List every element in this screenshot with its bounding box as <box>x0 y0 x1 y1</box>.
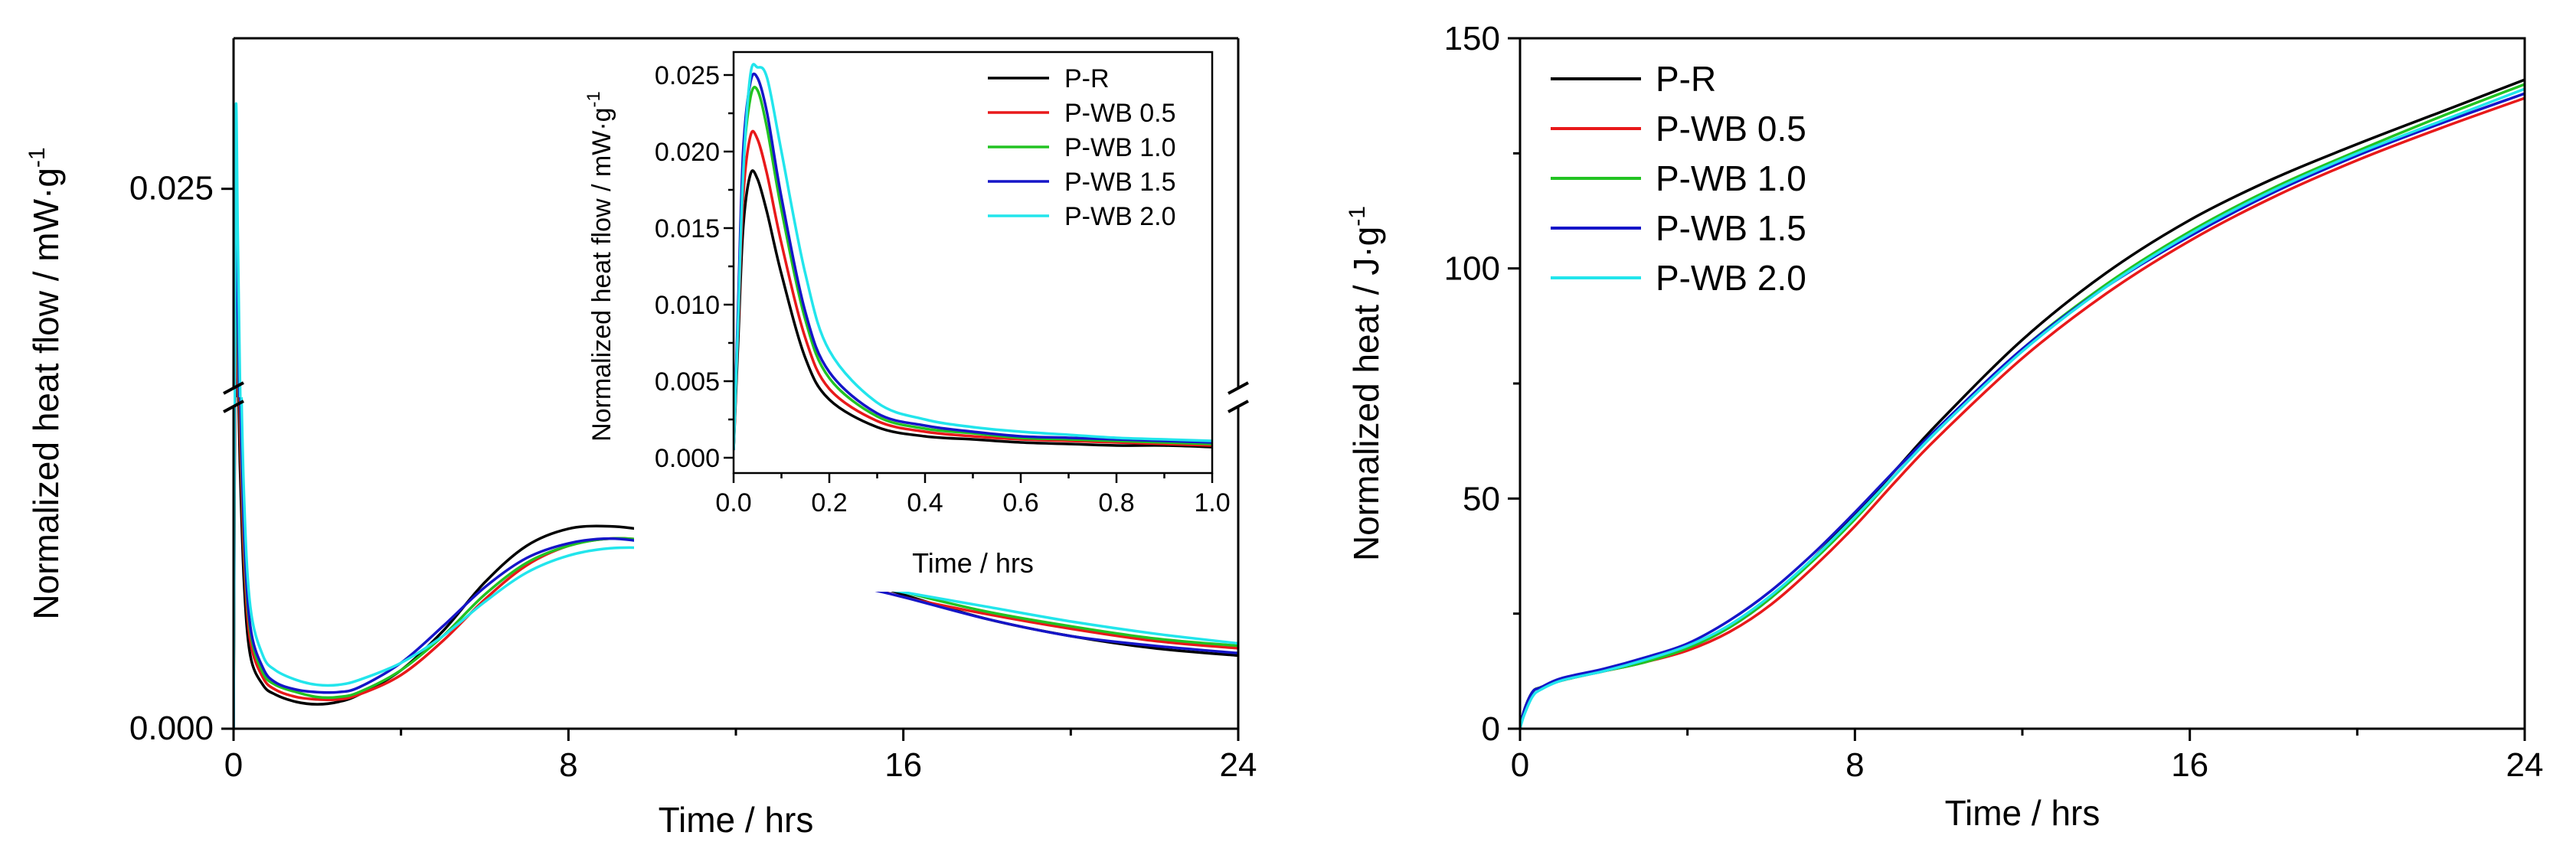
inset-y-tick-label: 0.020 <box>655 138 720 167</box>
left-upper-segment <box>234 102 242 397</box>
right-plot-area <box>1520 78 2525 729</box>
axis-break-mark <box>1228 400 1249 413</box>
x-axis-title: Time / hrs <box>1945 793 2100 833</box>
legend-label-p-wb-1-5: P-WB 1.5 <box>1656 208 1806 248</box>
series-line-p-r <box>734 169 1212 451</box>
x-tick-label: 16 <box>884 746 922 784</box>
inset-x-tick-label: 0.8 <box>1098 488 1134 517</box>
axis-break-mark <box>223 381 244 395</box>
x-tick-label: 0 <box>1511 746 1529 784</box>
legend-label-p-wb-2-0: P-WB 2.0 <box>1656 258 1806 298</box>
legend-label-p-wb-0-5: P-WB 0.5 <box>1064 99 1175 128</box>
legend-label-p-wb-1-5: P-WB 1.5 <box>1064 168 1175 197</box>
right-chart: 0 8 16 24 0 50 100 150 Time / hrs Normalized heat… <box>1345 20 2543 833</box>
inset-x-tick-label: 0.6 <box>1002 488 1038 517</box>
x-tick-label: 0 <box>224 746 243 784</box>
inset-y-tick-label: 0.015 <box>655 214 720 243</box>
inset-chart: 0.0 0.2 0.4 0.6 0.8 1.0 0.000 0.005 0.010 0.015 0.… <box>584 48 1231 592</box>
series-line-p-wb-1-5 <box>1520 92 2525 729</box>
y-tick-label: 150 <box>1444 20 1500 57</box>
inset-y-tick-label: 0.025 <box>655 61 720 90</box>
series-line-p-wb-2-0-upper <box>234 102 242 397</box>
y-tick-label: 50 <box>1463 480 1500 517</box>
legend-label-p-wb-0-5: P-WB 0.5 <box>1656 109 1806 148</box>
x-tick-label: 16 <box>2171 746 2208 784</box>
x-tick-label: 8 <box>1845 746 1864 784</box>
x-tick-label: 8 <box>559 746 577 784</box>
y-axis-title: Normalized heat flow / mW·g-1 <box>25 147 66 619</box>
inset-x-tick-label: 0.0 <box>715 488 751 517</box>
inset-plot-area <box>734 63 1212 451</box>
inset-y-tick-label: 0.005 <box>655 367 720 396</box>
legend-label-p-wb-2-0: P-WB 2.0 <box>1064 202 1175 231</box>
axis-break-mark <box>223 400 244 413</box>
legend-label-p-wb-1-0: P-WB 1.0 <box>1656 158 1806 198</box>
y-tick-label: 0.025 <box>129 170 214 207</box>
x-tick-label: 24 <box>2506 746 2544 784</box>
inset-x-tick-label: 0.4 <box>907 488 943 517</box>
inset-y-tick-label: 0.010 <box>655 291 720 320</box>
y-tick-label: 0 <box>1482 710 1500 748</box>
y-axis-title: Normalized heat / J·g-1 <box>1345 206 1386 561</box>
series-line-p-wb-2-0 <box>734 63 1212 451</box>
legend-label-p-r: P-R <box>1656 59 1716 99</box>
y-tick-label: 100 <box>1444 250 1500 288</box>
inset-x-tick-label: 0.2 <box>811 488 847 517</box>
x-tick-label: 24 <box>1220 746 1257 784</box>
axis-break-mark <box>1228 381 1249 395</box>
legend-label-p-wb-1-0: P-WB 1.0 <box>1064 133 1175 162</box>
inset-x-tick-label: 1.0 <box>1194 488 1230 517</box>
inset-y-tick-label: 0.000 <box>655 444 720 473</box>
y-tick-label: 0.000 <box>129 710 214 747</box>
legend-label-p-r: P-R <box>1064 64 1110 93</box>
x-axis-title: Time / hrs <box>659 800 814 840</box>
inset-y-axis-title: Normalized heat flow / mW·g-1 <box>584 91 616 442</box>
inset-x-axis-title: Time / hrs <box>912 547 1034 579</box>
series-line-p-wb-2-0 <box>1520 87 2525 729</box>
